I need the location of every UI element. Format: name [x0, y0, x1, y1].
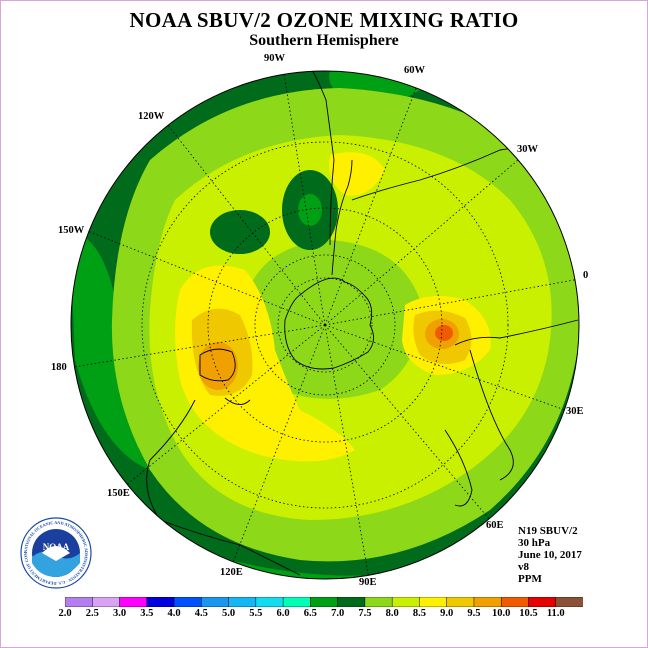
map-subtitle: Southern Hemisphere — [249, 32, 399, 49]
lon-label-180: 180 — [51, 362, 67, 373]
colorbar-tick-label: 7.5 — [358, 608, 372, 619]
colorbar-tick-label: 6.0 — [276, 608, 290, 619]
colorbar-tick-label: 11.0 — [546, 608, 565, 619]
ozone-patch-9-5-west — [198, 342, 238, 390]
lon-label-90w: 90W — [264, 53, 286, 64]
africa-east-coast — [469, 349, 514, 481]
colorbar-tick-label: 10.5 — [519, 608, 538, 619]
meridian-60w — [324, 77, 421, 326]
colorbar-swatch — [92, 597, 121, 607]
colorbar-swatch — [364, 597, 393, 607]
colorbar-swatch — [282, 597, 311, 607]
lon-label-30w: 30W — [517, 144, 539, 155]
latitude-circle-75s — [254, 254, 396, 396]
colorbar-swatch — [228, 597, 257, 607]
meridian-90w — [281, 71, 326, 326]
colorbar-swatch — [65, 597, 93, 607]
lon-label-0: 0 — [583, 270, 588, 281]
latitude-circle-45s — [141, 141, 509, 509]
colorbar-tick-label: 6.5 — [303, 608, 317, 619]
colorbar-swatch — [555, 597, 583, 607]
meridian-120w — [159, 114, 326, 326]
logo-wave — [32, 551, 80, 577]
ozone-inner-7-5 — [244, 240, 421, 399]
colorbar-swatch — [201, 597, 230, 607]
map-boundary — [70, 70, 580, 580]
colorbar-tick-label: 3.5 — [140, 608, 154, 619]
colorbar-tick-label: 9.5 — [467, 608, 481, 619]
meridian-0 — [324, 277, 579, 326]
info-date: June 10, 2017 — [518, 549, 582, 561]
meridian-60e — [324, 324, 491, 521]
info-level: 30 hPa — [518, 537, 551, 549]
ozone-field — [71, 71, 579, 579]
colorbar-swatch — [391, 597, 420, 607]
info-version: v8 — [518, 561, 529, 573]
ozone-max-10-0 — [435, 325, 453, 341]
antarctic-peninsula — [331, 159, 353, 276]
south-america-west-coast — [311, 71, 335, 246]
meridian-180 — [71, 324, 326, 369]
colorbar-tick-label: 3.0 — [112, 608, 127, 619]
colorbar-swatch — [419, 597, 448, 607]
colorbar-swatch — [173, 597, 202, 607]
colorbar-swatch — [500, 597, 530, 607]
logo-bird — [42, 546, 70, 561]
new-zealand-north — [199, 348, 236, 382]
map-title: NOAA SBUV/2 OZONE MIXING RATIO — [129, 8, 519, 32]
colorbar-tick-label: 8.5 — [412, 608, 426, 619]
colorbar-tick-label: 2.5 — [85, 608, 99, 619]
colorbar — [65, 597, 583, 607]
colorbar-tick-label: 10.0 — [492, 608, 511, 619]
colorbar-swatch — [146, 597, 175, 607]
logo-text: NOAA — [43, 542, 70, 552]
ozone-patch-8-5-north — [329, 152, 385, 196]
latitude-circle-60s — [207, 207, 443, 443]
info-block: N19 SBUV/2 30 hPa June 10, 2017 v8 PPM — [518, 525, 582, 585]
colorbar-swatch — [255, 597, 284, 607]
colorbar-swatch — [528, 597, 557, 607]
latitude-circle-80s — [277, 277, 373, 373]
africa-south-coast — [454, 319, 579, 346]
colorbar-tick-label: 2.0 — [58, 608, 72, 619]
noaa-logo: NATIONAL OCEANIC AND ATMOSPHERIC ADMINIS… — [20, 517, 92, 589]
meridian-150w — [84, 229, 326, 326]
colorbar-tick-label: 4.0 — [167, 608, 181, 619]
lon-label-120e: 120E — [220, 567, 243, 578]
lon-label-60e: 60E — [486, 520, 504, 531]
graticule — [71, 71, 579, 579]
colorbar-swatch — [473, 597, 502, 607]
colorbar-tick-label: 5.5 — [249, 608, 263, 619]
ozone-patch-6-5-west — [71, 230, 150, 470]
colorbar-tick-label: 4.5 — [194, 608, 208, 619]
ozone-cell-6-5 — [298, 194, 322, 226]
lon-label-150w: 150W — [58, 225, 85, 236]
colorbar-tick-label: 5.0 — [222, 608, 236, 619]
antarctica-coast — [284, 277, 374, 370]
lon-label-150e: 150E — [107, 488, 130, 499]
lon-label-90e: 90E — [359, 577, 377, 588]
info-units: PPM — [518, 573, 542, 585]
colorbar-swatch — [446, 597, 475, 607]
lon-label-30e: 30E — [566, 406, 584, 417]
colorbar-swatch — [119, 597, 148, 607]
colorbar-tick-label: 8.0 — [385, 608, 399, 619]
longitude-labels: 90W 60W 30W 0 30E 60E 90E 120E 150E 180 … — [51, 53, 588, 588]
lon-label-60w: 60W — [404, 65, 426, 76]
colorbar-swatch — [337, 597, 366, 607]
colorbar-tick-label: 7.0 — [331, 608, 345, 619]
meridian-30e — [324, 324, 566, 411]
info-satellite: N19 SBUV/2 — [518, 525, 578, 537]
colorbar-tick-label: 9.0 — [440, 608, 454, 619]
madagascar — [444, 429, 473, 507]
colorbar-swatch — [310, 597, 339, 607]
ozone-cell-7-0-b — [210, 210, 270, 254]
colorbar-ticks: 2.0 2.5 3.0 3.5 4.0 4.5 5.0 5.5 6.0 6.5 7.0 7.5 8.0 8… — [0, 608, 648, 622]
lon-label-120w: 120W — [138, 111, 165, 122]
meridians — [71, 71, 579, 579]
